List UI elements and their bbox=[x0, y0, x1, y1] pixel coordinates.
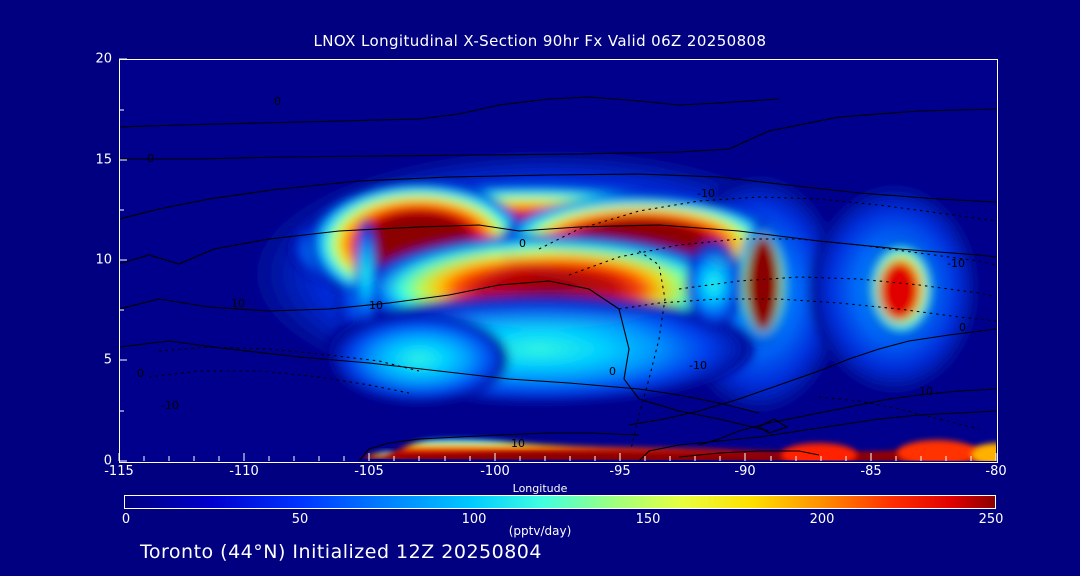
svg-text:-10: -10 bbox=[689, 359, 707, 372]
svg-text:0: 0 bbox=[519, 237, 526, 250]
colorbar-tick-label: 250 bbox=[978, 512, 1004, 527]
ytick-label: 0 bbox=[103, 453, 112, 469]
boundary-layer-band bbox=[359, 438, 996, 461]
svg-text:10: 10 bbox=[511, 437, 525, 450]
xtick-label: -85 bbox=[860, 464, 882, 479]
colorbar-tick-label: 0 bbox=[121, 512, 131, 527]
xtick-label: -100 bbox=[480, 464, 510, 479]
contour-lines-solid bbox=[119, 96, 996, 461]
ytick-label: 15 bbox=[95, 152, 112, 168]
ytick-label: 20 bbox=[95, 51, 112, 67]
svg-text:-10: -10 bbox=[161, 399, 179, 412]
svg-text:10: 10 bbox=[919, 385, 933, 398]
plume-cores bbox=[289, 182, 935, 404]
contour-labels: 0 0 10 0 -10 10 -10 0 10 0 -10 -10 0 10 bbox=[137, 95, 966, 450]
svg-text:0: 0 bbox=[137, 367, 144, 380]
contour-lines-dashed bbox=[148, 196, 996, 450]
colorbar-tick-label: 200 bbox=[809, 512, 835, 527]
svg-text:-10: -10 bbox=[697, 187, 715, 200]
footer-caption: Toronto (44°N) Initialized 12Z 20250804 bbox=[140, 541, 542, 563]
concentration-field: 0 0 10 0 -10 10 -10 0 10 0 -10 -10 0 10 bbox=[119, 59, 996, 461]
svg-text:0: 0 bbox=[274, 95, 281, 108]
svg-text:10: 10 bbox=[369, 299, 383, 312]
xtick-label: -95 bbox=[609, 464, 631, 479]
plot-area: 0 0 10 0 -10 10 -10 0 10 0 -10 -10 0 10 bbox=[119, 59, 996, 461]
xtick-label: -115 bbox=[104, 464, 134, 479]
svg-text:0: 0 bbox=[959, 321, 966, 334]
svg-text:-10: -10 bbox=[947, 257, 965, 270]
terrain-mask bbox=[119, 455, 996, 461]
xtick-label: -105 bbox=[354, 464, 384, 479]
svg-text:10: 10 bbox=[231, 297, 245, 310]
xtick-label: -80 bbox=[985, 464, 1007, 479]
colorbar-units-label: (pptv/day) bbox=[508, 524, 572, 538]
x-axis-label: Longitude bbox=[512, 482, 568, 495]
colorbar bbox=[124, 495, 996, 509]
xtick-label: -110 bbox=[229, 464, 259, 479]
xtick-label: -90 bbox=[734, 464, 756, 479]
colorbar-tick-label: 100 bbox=[461, 512, 487, 527]
ytick-label: 10 bbox=[95, 252, 112, 268]
page-title: LNOX Longitudinal X-Section 90hr Fx Vali… bbox=[313, 32, 767, 50]
svg-text:0: 0 bbox=[609, 365, 616, 378]
colorbar-tick-label: 150 bbox=[635, 512, 661, 527]
colorbar-tick-label: 50 bbox=[291, 512, 309, 527]
ytick-label: 5 bbox=[103, 352, 112, 368]
svg-text:0: 0 bbox=[147, 152, 154, 165]
